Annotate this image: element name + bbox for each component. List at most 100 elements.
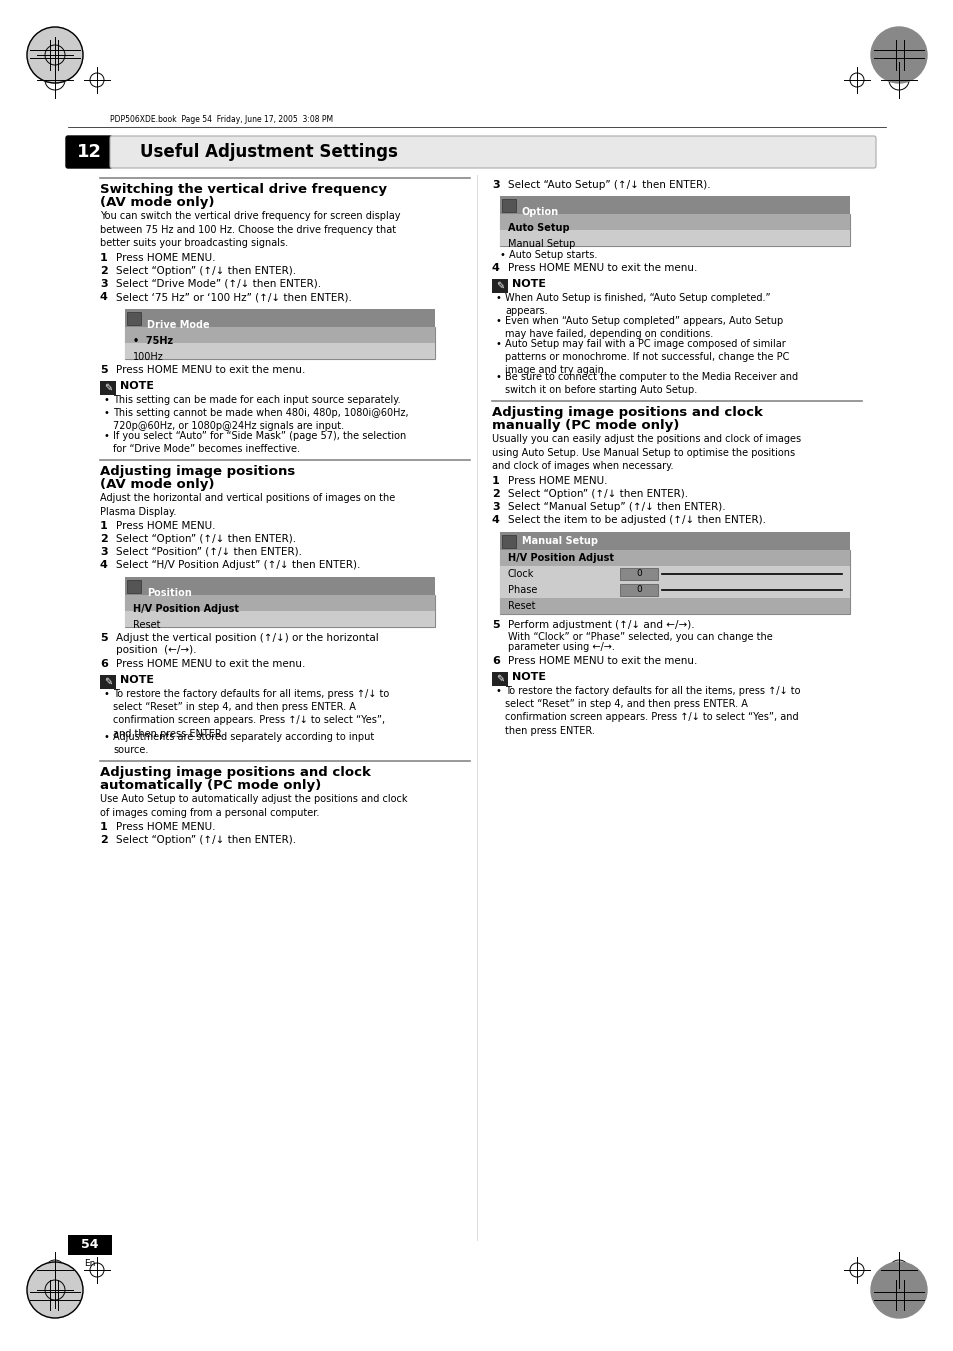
Text: 4: 4: [492, 263, 499, 273]
Text: Adjusting image positions: Adjusting image positions: [100, 465, 294, 478]
Text: With “Clock” or “Phase” selected, you can change the: With “Clock” or “Phase” selected, you ca…: [507, 632, 772, 642]
Text: 1: 1: [100, 521, 108, 531]
Text: 54: 54: [81, 1239, 99, 1251]
Bar: [499, 230, 849, 246]
Bar: [127, 312, 141, 326]
Text: Select “Option” (↑/↓ then ENTER).: Select “Option” (↑/↓ then ENTER).: [116, 266, 295, 276]
Text: This setting can be made for each input source separately.: This setting can be made for each input …: [112, 394, 400, 405]
Bar: [125, 327, 435, 343]
Text: Adjust the vertical position (↑/↓) or the horizontal: Adjust the vertical position (↑/↓) or th…: [116, 634, 378, 643]
Text: manually (PC mode only): manually (PC mode only): [492, 419, 679, 432]
Text: Manual Setup: Manual Setup: [521, 536, 598, 546]
Text: •: •: [496, 686, 501, 696]
Bar: [499, 582, 849, 598]
Text: ✎: ✎: [496, 674, 503, 684]
Text: Select “Manual Setup” (↑/↓ then ENTER).: Select “Manual Setup” (↑/↓ then ENTER).: [507, 503, 725, 512]
Bar: [125, 611, 435, 627]
Text: NOTE: NOTE: [512, 671, 545, 682]
Text: 2: 2: [100, 266, 108, 276]
Text: ✎: ✎: [104, 677, 112, 688]
Text: 0: 0: [636, 570, 641, 578]
Text: Switching the vertical drive frequency: Switching the vertical drive frequency: [100, 182, 387, 196]
Bar: [619, 584, 658, 596]
Text: 5: 5: [492, 620, 499, 630]
Text: 3: 3: [100, 547, 108, 557]
Text: position  (←/→).: position (←/→).: [116, 644, 196, 655]
Text: Auto Setup may fail with a PC image composed of similar
patterns or monochrome. : Auto Setup may fail with a PC image comp…: [504, 339, 788, 376]
Text: Useful Adjustment Settings: Useful Adjustment Settings: [140, 143, 397, 161]
Text: 5: 5: [100, 634, 108, 643]
Text: ✎: ✎: [496, 281, 503, 290]
Text: 4: 4: [100, 561, 108, 570]
Text: 3: 3: [492, 180, 499, 190]
Bar: [127, 580, 141, 593]
Text: •: •: [104, 394, 110, 405]
Text: Adjusting image positions and clock: Adjusting image positions and clock: [100, 766, 371, 780]
Text: •: •: [104, 732, 110, 742]
Text: Position: Position: [147, 588, 192, 598]
Text: Manual Setup: Manual Setup: [507, 239, 575, 249]
Text: 100Hz: 100Hz: [132, 353, 164, 362]
Text: ✎: ✎: [104, 382, 112, 393]
Text: Use Auto Setup to automatically adjust the positions and clock
of images coming : Use Auto Setup to automatically adjust t…: [100, 794, 407, 817]
Bar: [501, 535, 516, 549]
Text: •: •: [496, 316, 501, 326]
Text: Usually you can easily adjust the positions and clock of images
using Auto Setup: Usually you can easily adjust the positi…: [492, 434, 801, 471]
Text: Select “Drive Mode” (↑/↓ then ENTER).: Select “Drive Mode” (↑/↓ then ENTER).: [116, 280, 321, 289]
Bar: [492, 671, 507, 686]
Text: Clock: Clock: [507, 569, 534, 580]
Text: •: •: [104, 408, 110, 417]
Text: 1: 1: [492, 476, 499, 486]
Bar: [499, 598, 849, 613]
Bar: [501, 199, 516, 212]
Text: Select ‘75 Hz” or ‘100 Hz” (↑/↓ then ENTER).: Select ‘75 Hz” or ‘100 Hz” (↑/↓ then ENT…: [116, 292, 352, 303]
Text: (AV mode only): (AV mode only): [100, 478, 214, 490]
Text: 1: 1: [100, 253, 108, 263]
Text: •: •: [496, 372, 501, 382]
Text: Drive Mode: Drive Mode: [147, 320, 210, 330]
Text: Select “H/V Position Adjust” (↑/↓ then ENTER).: Select “H/V Position Adjust” (↑/↓ then E…: [116, 561, 360, 570]
Text: Perform adjustment (↑/↓ and ←/→).: Perform adjustment (↑/↓ and ←/→).: [507, 620, 694, 630]
Text: Even when “Auto Setup completed” appears, Auto Setup
may have failed, depending : Even when “Auto Setup completed” appears…: [504, 316, 782, 339]
Text: You can switch the vertical drive frequency for screen display
between 75 Hz and: You can switch the vertical drive freque…: [100, 211, 400, 249]
Text: •: •: [496, 293, 501, 303]
Text: Select the item to be adjusted (↑/↓ then ENTER).: Select the item to be adjusted (↑/↓ then…: [507, 515, 765, 526]
Bar: [125, 327, 435, 359]
Bar: [125, 594, 435, 627]
Bar: [125, 309, 435, 327]
Text: Option: Option: [521, 207, 558, 218]
Text: •  75Hz: • 75Hz: [132, 336, 172, 346]
Text: 6: 6: [100, 659, 108, 669]
Bar: [125, 594, 435, 611]
Text: When Auto Setup is finished, “Auto Setup completed.”
appears.: When Auto Setup is finished, “Auto Setup…: [504, 293, 770, 316]
Text: 12: 12: [76, 143, 101, 161]
Text: 0: 0: [636, 585, 641, 594]
Text: To restore the factory defaults for all the items, press ↑/↓ to
select “Reset” i: To restore the factory defaults for all …: [504, 686, 800, 735]
Bar: [499, 196, 849, 213]
Text: Select “Position” (↑/↓ then ENTER).: Select “Position” (↑/↓ then ENTER).: [116, 547, 302, 557]
Text: 6: 6: [492, 657, 499, 666]
Text: PDP506XDE.book  Page 54  Friday, June 17, 2005  3:08 PM: PDP506XDE.book Page 54 Friday, June 17, …: [110, 115, 333, 124]
Text: Adjustments are stored separately according to input
source.: Adjustments are stored separately accord…: [112, 732, 374, 755]
Text: •: •: [104, 689, 110, 698]
Bar: [125, 577, 435, 594]
Text: Press HOME MENU.: Press HOME MENU.: [116, 821, 215, 832]
Bar: [499, 566, 849, 582]
Text: En: En: [84, 1259, 95, 1267]
Text: 3: 3: [100, 280, 108, 289]
Text: Select “Option” (↑/↓ then ENTER).: Select “Option” (↑/↓ then ENTER).: [507, 489, 687, 499]
Text: Auto Setup: Auto Setup: [507, 223, 569, 232]
Text: automatically (PC mode only): automatically (PC mode only): [100, 780, 321, 792]
Text: If you select “Auto” for “Side Mask” (page 57), the selection
for “Drive Mode” b: If you select “Auto” for “Side Mask” (pa…: [112, 431, 406, 454]
Text: 4: 4: [100, 292, 108, 303]
Text: H/V Position Adjust: H/V Position Adjust: [507, 553, 614, 563]
Circle shape: [870, 1262, 926, 1319]
Bar: [100, 676, 116, 689]
Text: Select “Auto Setup” (↑/↓ then ENTER).: Select “Auto Setup” (↑/↓ then ENTER).: [507, 180, 710, 190]
Text: Adjust the horizontal and vertical positions of images on the
Plasma Display.: Adjust the horizontal and vertical posit…: [100, 493, 395, 516]
Circle shape: [27, 1262, 83, 1319]
Text: NOTE: NOTE: [120, 381, 153, 390]
Bar: [100, 381, 116, 394]
Bar: [499, 550, 849, 566]
Bar: [619, 567, 658, 580]
